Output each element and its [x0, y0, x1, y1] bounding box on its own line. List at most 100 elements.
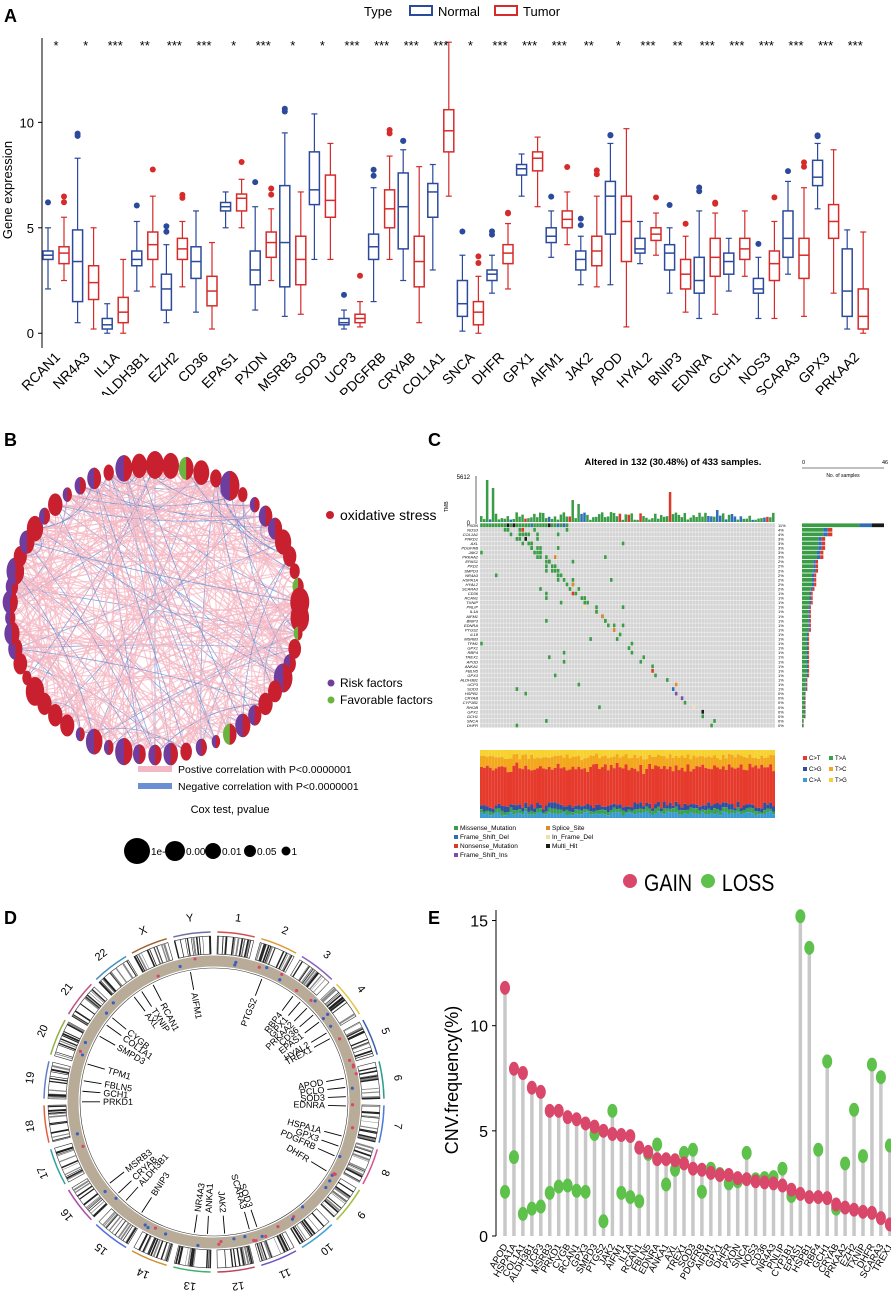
chromosome-band: [343, 1021, 374, 1062]
titv-segment: [692, 808, 696, 814]
outlier: [370, 172, 377, 179]
titv-segment: [707, 814, 711, 818]
chromosome-stripe: [359, 1070, 378, 1076]
chromosome-stripe: [85, 1196, 101, 1208]
side-bar-other: [809, 609, 811, 614]
mutation-cell: [515, 687, 519, 691]
chromosome-stripe: [355, 1142, 374, 1150]
gain-point: [750, 1174, 761, 1189]
titv-segment: [600, 809, 604, 814]
titv-segment: [665, 808, 669, 812]
tmb-min-label: 0: [467, 521, 471, 527]
outlier: [163, 223, 170, 230]
chromosome-stripe: [325, 1198, 341, 1212]
box-tumor: [857, 231, 869, 334]
titv-segment: [550, 808, 554, 814]
titv-segment: [686, 750, 690, 755]
titv-segment: [482, 750, 486, 756]
titv-segment: [698, 766, 702, 807]
tmb-bar: [769, 517, 772, 522]
positive-edge: [15, 648, 172, 755]
percent-label: 0%: [778, 696, 784, 701]
cnv-dot: [292, 1215, 296, 1219]
positive-edge: [123, 467, 295, 572]
titv-segment: [603, 764, 607, 807]
mutation-cell: [492, 523, 495, 528]
side-bar-frameshift: [806, 637, 809, 641]
cnv-dot: [114, 1196, 118, 1200]
titv-segment: [571, 815, 575, 818]
gain-point: [849, 1202, 860, 1217]
box: [131, 250, 143, 267]
gene-node: [258, 692, 273, 716]
chromosome-arc: [301, 955, 333, 980]
gain-point: [866, 1205, 877, 1220]
titv-segment: [659, 811, 663, 814]
gene-node: [26, 515, 44, 542]
outlier: [489, 228, 495, 235]
titv-segment: [718, 810, 722, 816]
box-tumor: [591, 167, 603, 288]
box-normal: [634, 220, 646, 265]
mutation-cell: [494, 573, 498, 578]
side-bar-missense: [802, 573, 812, 578]
titv-segment: [595, 804, 598, 811]
tmb-bar: [668, 492, 672, 522]
gene-pointer: [87, 1063, 105, 1070]
side-bar-frameshift: [804, 714, 806, 719]
gain-point: [634, 1140, 645, 1155]
cnv-dot: [153, 1226, 158, 1230]
titv-segment: [633, 750, 637, 755]
titv-segment: [736, 801, 740, 808]
titv-segment: [541, 757, 545, 769]
cnv-dot: [217, 1242, 221, 1246]
titv-segment: [485, 765, 489, 807]
y-tick-label: 0: [27, 326, 34, 341]
titv-segment: [577, 809, 581, 815]
chromosome-stripe: [309, 975, 322, 990]
loss-point: [804, 940, 815, 955]
chromosome-stripe: [49, 1077, 68, 1082]
titv-segment: [615, 805, 619, 810]
positive-edge: [138, 601, 301, 755]
x-tick-label: SOD3: [291, 349, 329, 387]
outlier: [386, 126, 393, 133]
box: [117, 296, 129, 324]
chromosome-band: [54, 1021, 85, 1062]
titv-segment: [766, 808, 770, 813]
gene-label: ANKA1: [204, 1183, 215, 1213]
chromosome-stripe: [320, 1203, 335, 1217]
outlier: [653, 194, 659, 201]
gene-pointer: [326, 1077, 344, 1083]
chromosome-arc: [336, 983, 361, 1015]
titv-segment: [748, 754, 752, 764]
side-bar-missense: [802, 623, 809, 628]
mutation-cell: [580, 596, 584, 600]
loss-point: [687, 1142, 698, 1157]
titv-segment: [736, 812, 740, 818]
titv-segment: [574, 809, 578, 814]
side-bar-other: [827, 527, 833, 532]
box-tumor: [147, 166, 159, 288]
titv-segment: [739, 813, 743, 818]
box: [782, 210, 794, 259]
titv-segment: [748, 750, 752, 755]
side-bar-frameshift: [806, 646, 809, 650]
chromosome-label: 18: [24, 1119, 37, 1133]
cnv-dot: [243, 1235, 247, 1239]
gene-node: [289, 563, 300, 580]
side-bar-other: [809, 614, 811, 619]
chromosome-stripe: [48, 1089, 67, 1092]
positive-edge: [15, 477, 217, 572]
tmb-bar: [485, 480, 489, 522]
tmb-bar: [491, 488, 495, 522]
titv-segment: [695, 813, 699, 818]
titv-segment: [509, 758, 513, 772]
chromosome-stripe: [50, 1071, 69, 1076]
tmb-bar: [633, 519, 636, 522]
titv-segment: [480, 805, 483, 810]
box-tumor: [561, 163, 573, 246]
significance-mark: ***: [344, 38, 359, 53]
titv-segment: [589, 814, 593, 818]
chromosome-stripe: [330, 1192, 346, 1204]
